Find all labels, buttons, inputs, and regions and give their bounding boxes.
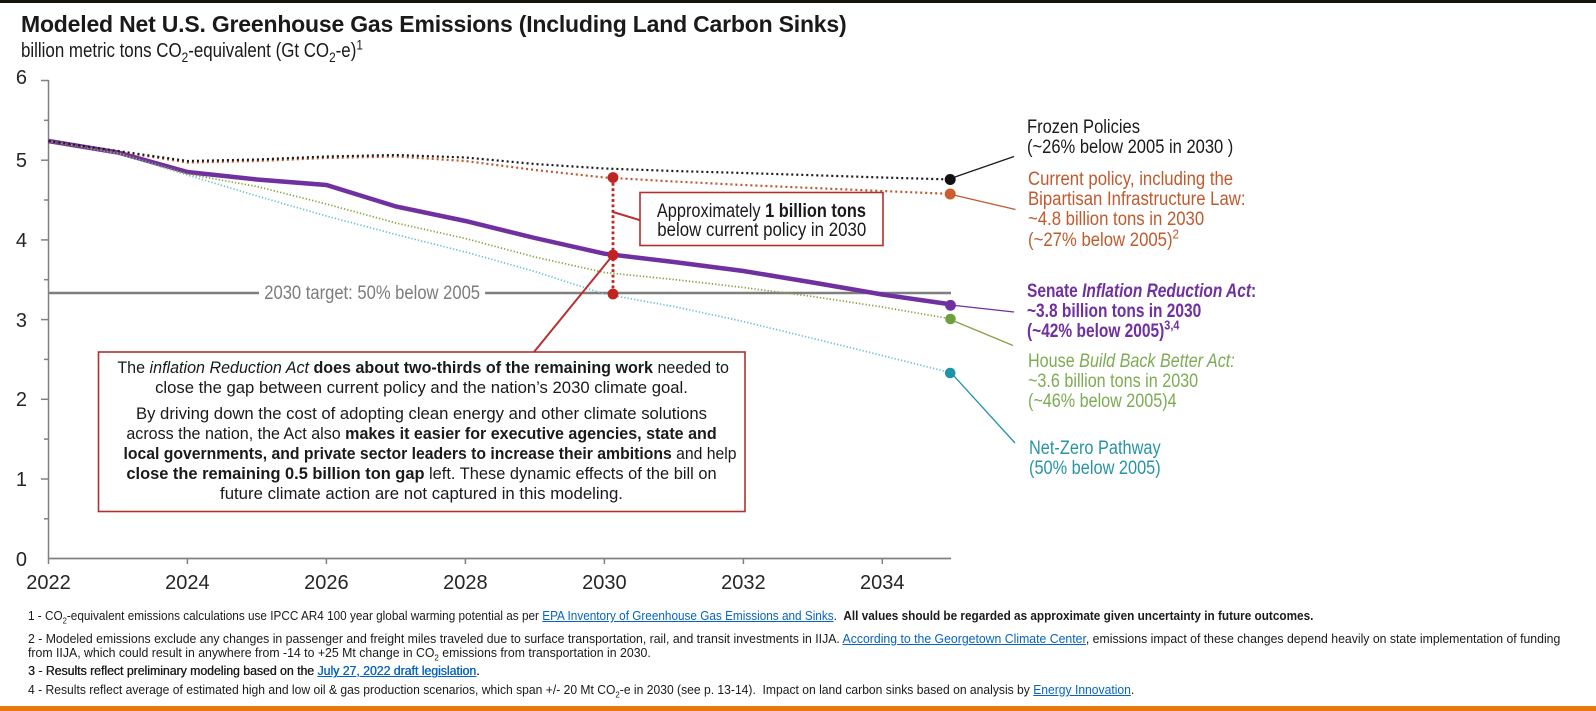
svg-text:1: 1 <box>16 469 27 491</box>
svg-text:3: 3 <box>16 310 27 332</box>
svg-text:2: 2 <box>16 389 27 411</box>
svg-text:2032: 2032 <box>721 572 766 594</box>
svg-text:2024: 2024 <box>165 572 210 594</box>
svg-text:6: 6 <box>16 67 27 89</box>
svg-text:2028: 2028 <box>443 572 488 594</box>
svg-text:2026: 2026 <box>304 572 349 594</box>
svg-text:2034: 2034 <box>860 572 905 594</box>
svg-text:2022: 2022 <box>26 572 71 594</box>
svg-text:0: 0 <box>16 549 27 571</box>
svg-text:4: 4 <box>16 230 27 252</box>
svg-text:5: 5 <box>16 150 27 172</box>
svg-text:2030: 2030 <box>582 572 627 594</box>
